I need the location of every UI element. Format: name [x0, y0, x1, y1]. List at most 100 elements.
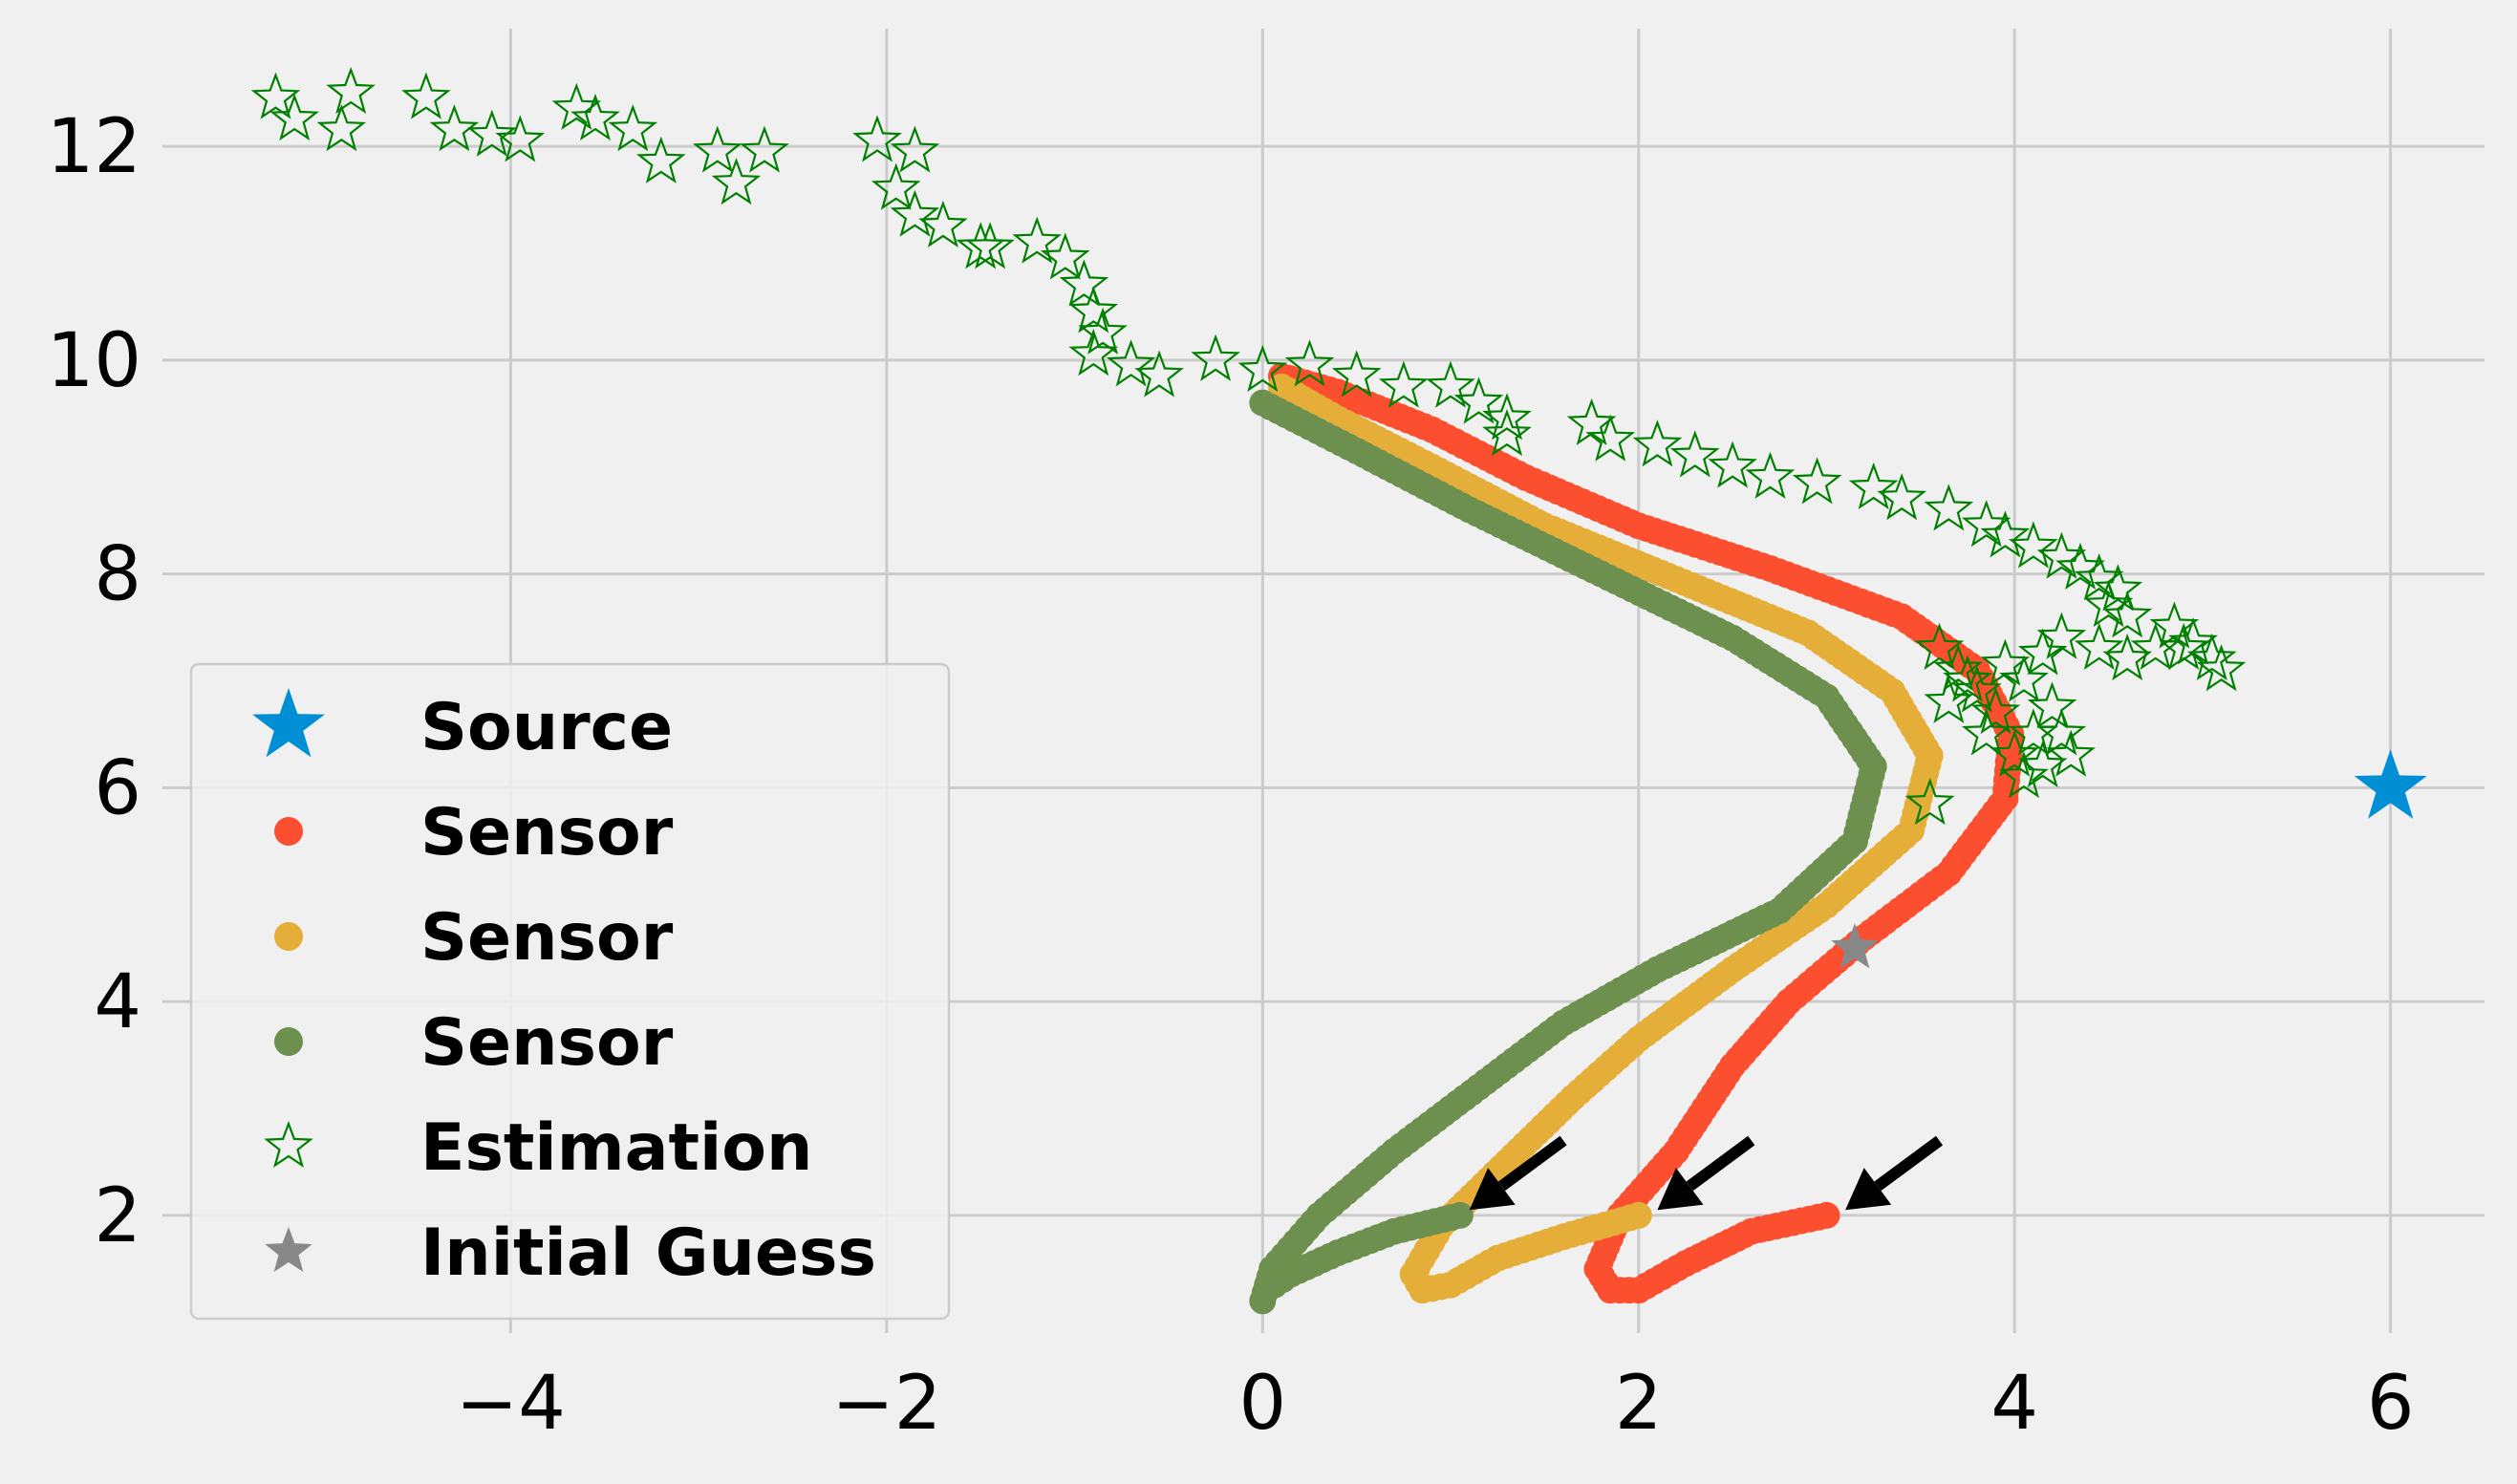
estimation-point	[1012, 216, 1063, 264]
estimation-point	[2102, 591, 2153, 638]
legend-entry: Sensor	[274, 1005, 674, 1081]
estimation-point	[711, 158, 762, 205]
legend-label: Initial Guess	[420, 1215, 876, 1291]
annotation-arrows	[1469, 1135, 1944, 1211]
legend-marker	[274, 1027, 303, 1056]
estimation-point	[2036, 612, 2087, 659]
estimation-point	[250, 72, 301, 119]
estimation-point	[570, 93, 620, 141]
source-marker	[2354, 749, 2427, 819]
estimation-point	[1924, 484, 1974, 531]
estimation-point	[871, 162, 921, 210]
estimation-point	[2046, 729, 2097, 777]
estimation-point	[608, 104, 658, 152]
estimation-point	[1990, 729, 2040, 777]
annotation-arrow	[1657, 1135, 1755, 1211]
estimation-point	[401, 72, 451, 119]
estimation-point	[1426, 360, 1475, 408]
x-tick-label: −4	[456, 1361, 566, 1447]
legend-entry: Initial Guess	[265, 1215, 876, 1291]
estimation-point	[1745, 451, 1796, 499]
y-tick-label: 8	[94, 532, 141, 618]
estimation-point	[1237, 344, 1288, 392]
estimation-point	[2159, 622, 2209, 670]
sensor-series	[1249, 362, 2025, 1315]
legend-label: Sensor	[420, 900, 674, 976]
estimation-point	[740, 125, 789, 173]
special-markers	[1831, 749, 2427, 969]
sensor-point	[1249, 389, 1277, 417]
legend-entry: Source	[252, 688, 673, 765]
estimation-point	[1980, 638, 2031, 686]
estimation-point	[316, 104, 367, 152]
estimation-point	[2186, 633, 2237, 681]
estimation-point	[1961, 708, 2011, 756]
estimation-point	[1482, 409, 1532, 457]
legend-label: Sensor	[420, 795, 674, 871]
sensor-trajectory-3	[1249, 389, 1887, 1315]
estimation-point	[2017, 740, 2068, 787]
initial-guess-marker	[1831, 923, 1879, 969]
estimation-point	[1970, 686, 2021, 735]
legend-box	[189, 662, 951, 1321]
estimation-point	[852, 115, 902, 162]
x-tick-label: 0	[1238, 1361, 1286, 1447]
x-tick-label: 4	[1990, 1361, 2038, 1447]
sensor-point	[1267, 373, 1295, 400]
estimation-point	[1068, 286, 1119, 333]
legend: Source Sensor Sensor Sensor Estimation Initia…	[189, 662, 951, 1321]
y-tick-label: 4	[94, 959, 141, 1045]
estimation-point	[1980, 510, 2031, 558]
legend-entry: Sensor	[274, 795, 674, 871]
estimation-point	[1632, 419, 1683, 467]
estimation-series	[250, 66, 2247, 826]
estimation-point	[1924, 676, 1974, 723]
estimation-point	[2102, 633, 2153, 681]
annotation-arrow	[1469, 1135, 1567, 1211]
annotation-arrow	[1845, 1135, 1944, 1211]
estimation-point	[1999, 751, 2049, 799]
estimation-point	[890, 125, 940, 173]
y-tick-label: 6	[94, 745, 141, 831]
legend-entry: Estimation	[264, 1110, 812, 1186]
legend-label: Estimation	[420, 1110, 812, 1186]
estimation-point	[1040, 232, 1090, 280]
estimation-point	[1106, 339, 1156, 387]
estimation-point	[918, 200, 968, 247]
estimation-point	[495, 115, 546, 162]
estimation-point	[466, 109, 517, 157]
estimation-point	[2008, 708, 2058, 756]
estimation-point	[1191, 333, 1241, 381]
estimation-point	[1669, 430, 1720, 478]
legend-marker	[274, 922, 303, 951]
y-tick-label: 12	[47, 104, 141, 190]
x-axis: −4 −2 0 2 4 6	[456, 1361, 2415, 1447]
legend-label: Source	[420, 690, 673, 765]
estimation-point	[1848, 462, 1899, 510]
estimation-point	[269, 93, 320, 141]
estimation-point	[1943, 655, 1992, 702]
estimation-point	[1914, 622, 1965, 670]
estimation-point	[429, 104, 480, 152]
legend-marker	[265, 1227, 312, 1272]
estimation-point	[1284, 339, 1335, 387]
estimation-point	[1951, 665, 2002, 713]
legend-label: Sensor	[420, 1005, 674, 1081]
estimation-point	[326, 66, 376, 115]
estimation-point	[2196, 644, 2247, 692]
estimation-point	[965, 222, 1015, 269]
estimation-point	[635, 136, 686, 183]
estimation-point	[1904, 778, 1955, 826]
estimation-point	[2017, 628, 2068, 676]
estimation-point	[1585, 414, 1636, 462]
estimation-point	[1134, 350, 1184, 398]
x-tick-label: 6	[2367, 1361, 2415, 1447]
estimation-point	[1059, 259, 1109, 307]
sensor-trajectory-1	[1267, 362, 2025, 1304]
y-tick-label: 10	[47, 318, 141, 404]
estimation-point	[1453, 376, 1504, 424]
x-tick-label: 2	[1615, 1361, 1663, 1447]
estimation-point	[2074, 622, 2124, 670]
legend-marker	[264, 1120, 313, 1168]
